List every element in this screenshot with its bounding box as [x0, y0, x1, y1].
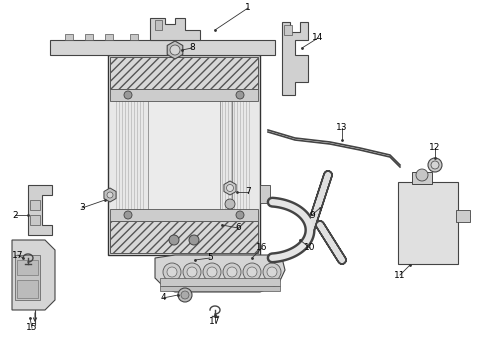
Circle shape: [169, 235, 179, 245]
Text: 2: 2: [12, 211, 18, 220]
Polygon shape: [15, 255, 40, 300]
Circle shape: [107, 192, 113, 198]
Circle shape: [189, 235, 199, 245]
Polygon shape: [65, 34, 73, 40]
Text: 9: 9: [308, 211, 314, 220]
Bar: [260, 185, 269, 203]
Text: 15: 15: [26, 324, 38, 333]
Text: 8: 8: [189, 44, 195, 53]
Circle shape: [246, 267, 257, 277]
Bar: [397, 182, 457, 264]
Text: 5: 5: [207, 253, 212, 262]
Text: 1: 1: [244, 4, 250, 13]
Circle shape: [203, 263, 221, 281]
Text: 14: 14: [312, 33, 323, 42]
Text: 7: 7: [244, 188, 250, 197]
Polygon shape: [130, 34, 138, 40]
Polygon shape: [167, 41, 183, 59]
Circle shape: [183, 263, 201, 281]
Circle shape: [170, 45, 180, 55]
Bar: [160, 278, 280, 286]
Polygon shape: [155, 255, 285, 292]
Polygon shape: [455, 210, 469, 222]
Polygon shape: [224, 181, 236, 195]
Text: 13: 13: [336, 123, 347, 132]
Text: 10: 10: [304, 243, 315, 252]
Bar: [108, 55, 260, 255]
Polygon shape: [85, 34, 93, 40]
Polygon shape: [12, 240, 55, 310]
Polygon shape: [30, 215, 40, 225]
Polygon shape: [160, 34, 168, 40]
Polygon shape: [17, 260, 38, 275]
Circle shape: [178, 288, 192, 302]
Circle shape: [236, 211, 244, 219]
Text: 4: 4: [160, 293, 165, 302]
Text: 16: 16: [256, 243, 267, 252]
Polygon shape: [105, 34, 113, 40]
Bar: [160, 286, 280, 291]
Circle shape: [236, 91, 244, 99]
Polygon shape: [150, 18, 200, 40]
Circle shape: [430, 161, 438, 169]
Text: 12: 12: [428, 144, 440, 153]
Bar: [110, 89, 258, 101]
Circle shape: [226, 184, 233, 192]
Bar: [411, 172, 431, 184]
Circle shape: [163, 263, 181, 281]
Circle shape: [124, 211, 132, 219]
Circle shape: [206, 267, 217, 277]
Polygon shape: [104, 188, 116, 202]
Polygon shape: [284, 25, 291, 35]
Bar: [110, 221, 258, 253]
Polygon shape: [155, 20, 162, 30]
Circle shape: [266, 267, 276, 277]
Circle shape: [427, 158, 441, 172]
Polygon shape: [28, 185, 52, 235]
Polygon shape: [50, 40, 274, 55]
Text: 17: 17: [12, 251, 24, 260]
Circle shape: [167, 267, 177, 277]
Circle shape: [415, 169, 427, 181]
Text: 3: 3: [79, 203, 85, 212]
Text: 17: 17: [209, 318, 220, 327]
Circle shape: [243, 263, 261, 281]
Circle shape: [226, 267, 237, 277]
Polygon shape: [30, 200, 40, 210]
Polygon shape: [17, 280, 38, 298]
Text: 6: 6: [235, 224, 241, 233]
Circle shape: [124, 91, 132, 99]
Polygon shape: [190, 34, 198, 40]
Circle shape: [224, 199, 235, 209]
Polygon shape: [282, 22, 307, 95]
Circle shape: [223, 263, 241, 281]
Circle shape: [263, 263, 281, 281]
Bar: [110, 209, 258, 221]
Circle shape: [186, 267, 197, 277]
Bar: [110, 57, 258, 89]
Circle shape: [181, 291, 189, 299]
Text: 11: 11: [393, 270, 405, 279]
Bar: [148, 90, 220, 220]
